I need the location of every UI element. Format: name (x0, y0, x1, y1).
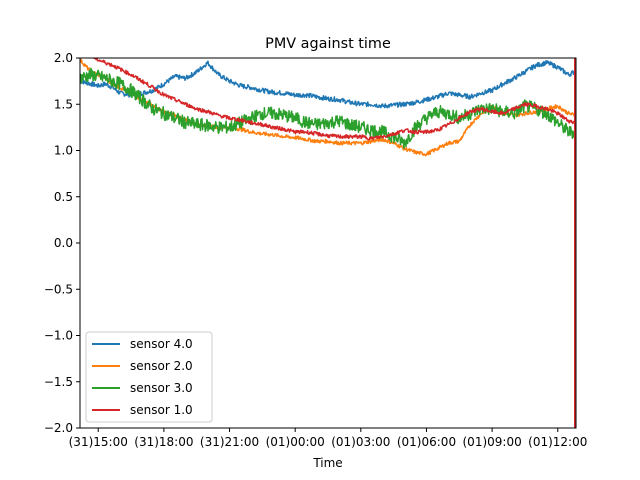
legend-label: sensor 2.0 (130, 359, 193, 373)
y-tick-label: −1.0 (44, 329, 73, 343)
legend: sensor 4.0 sensor 2.0 sensor 3.0 sensor 1.0 (85, 331, 213, 423)
x-tick-label: (31)18:00 (134, 435, 193, 449)
series-layer (80, 58, 576, 157)
y-tick-label: 1.5 (54, 97, 73, 111)
x-axis: (31)15:00 (31)18:00 (31)21:00 (01)00:00 (01)… (69, 428, 587, 449)
y-tick-label: −2.0 (44, 421, 73, 435)
x-axis-label: Time (312, 456, 342, 470)
series-line-3 (80, 67, 576, 149)
x-tick-label: (01)09:00 (463, 435, 522, 449)
legend-label: sensor 3.0 (130, 381, 193, 395)
y-tick-label: −0.5 (44, 282, 73, 296)
chart-title: PMV against time (265, 36, 391, 52)
y-axis: 2.0 1.5 1.0 0.5 0.0 −0.5 −1.0 −1.5 −2.0 (44, 51, 80, 435)
x-tick-label: (31)15:00 (69, 435, 128, 449)
x-tick-label: (01)12:00 (528, 435, 587, 449)
x-tick-label: (01)06:00 (397, 435, 456, 449)
y-tick-label: −1.5 (44, 375, 73, 389)
y-tick-label: 1.0 (54, 144, 73, 158)
series-line-4 (88, 58, 576, 141)
series-line-1 (80, 59, 576, 109)
x-tick-label: (31)21:00 (200, 435, 259, 449)
y-tick-label: 0.0 (54, 236, 73, 250)
x-tick-label: (01)03:00 (331, 435, 390, 449)
y-tick-label: 2.0 (54, 51, 73, 65)
legend-box (85, 331, 213, 423)
legend-label: sensor 1.0 (130, 403, 193, 417)
y-tick-label: 0.5 (54, 190, 73, 204)
x-tick-label: (01)00:00 (266, 435, 325, 449)
legend-label: sensor 4.0 (130, 337, 193, 351)
